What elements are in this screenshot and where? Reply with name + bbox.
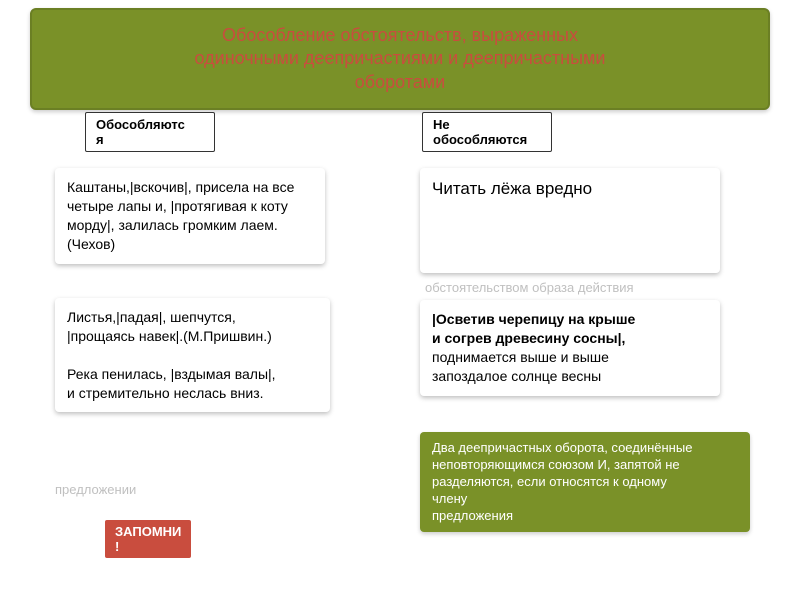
ex-r2-l2: и согрев древесину сосны|,: [432, 330, 625, 346]
label-not-text1: Не: [433, 117, 450, 132]
ex-l2-l1: Листья,|падая|, шепчутся,: [67, 309, 236, 325]
example-left-1-text: Каштаны,|вскочив|, присела на все четыре…: [67, 179, 294, 252]
remember-text1: ЗАПОМНИ: [115, 524, 181, 539]
label-not-text2: обособляются: [433, 132, 527, 147]
label-isolated-text1: Обособляютс: [96, 117, 185, 132]
title-line2: одиночными деепричастиями и деепричастны…: [195, 48, 606, 68]
remember-badge: ЗАПОМНИ !: [105, 520, 191, 558]
example-right-2: |Осветив черепицу на крыше и согрев древ…: [420, 300, 720, 396]
label-not-isolated: Не обособляются: [422, 112, 552, 152]
ex-l2-l2: |прощаясь навек|.(М.Пришвин.): [67, 328, 272, 344]
example-left-2: Листья,|падая|, шепчутся, |прощаясь наве…: [55, 298, 330, 412]
note-l3: разделяются, если относятся к одному: [432, 474, 667, 489]
ghost-text-1: обстоятельством образа действия: [425, 280, 634, 297]
ex-l2-l3: Река пенилась, |вздымая валы|,: [67, 366, 276, 382]
label-isolated-text2: я: [96, 132, 104, 147]
ex-l2-l4: и стремительно неслась вниз.: [67, 385, 264, 401]
ghost-text-2-content: предложении: [55, 482, 136, 497]
note-l2: неповторяющимся союзом И, запятой не: [432, 457, 680, 472]
slide-title: Обособление обстоятельств, выраженных од…: [30, 8, 770, 110]
note-l5: предложения: [432, 508, 513, 523]
note-l4: члену: [432, 491, 467, 506]
remember-text2: !: [115, 539, 119, 554]
ex-r2-l1: |Осветив черепицу на крыше: [432, 311, 635, 327]
example-left-1: Каштаны,|вскочив|, присела на все четыре…: [55, 168, 325, 264]
ex-r2-l4: запоздалое солнце весны: [432, 368, 601, 384]
example-right-1-text: Читать лёжа вредно: [432, 179, 592, 198]
example-right-1: Читать лёжа вредно: [420, 168, 720, 273]
label-isolated: Обособляютс я: [85, 112, 215, 152]
title-line3: оборотами: [355, 72, 445, 92]
ex-r2-l3: поднимается выше и выше: [432, 349, 609, 365]
ghost-text-1-content: обстоятельством образа действия: [425, 280, 634, 295]
title-line1: Обособление обстоятельств, выраженных: [222, 25, 578, 45]
note-box: Два деепричастных оборота, соединённые н…: [420, 432, 750, 532]
note-l1: Два деепричастных оборота, соединённые: [432, 440, 692, 455]
ghost-text-2: предложении: [55, 482, 136, 499]
